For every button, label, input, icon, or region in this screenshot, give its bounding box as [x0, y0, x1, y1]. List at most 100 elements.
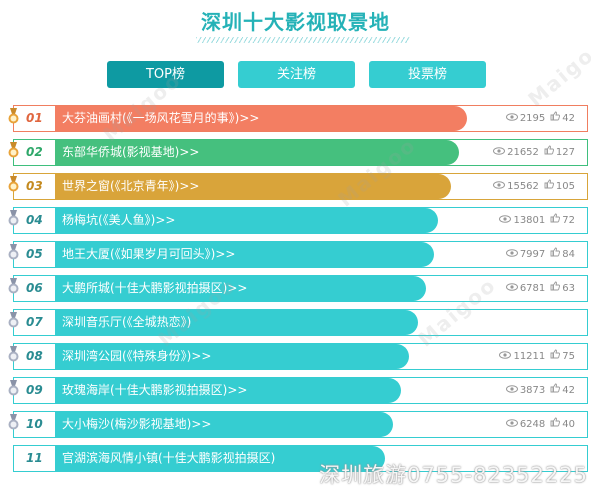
row-stats: 6781 63: [505, 275, 580, 303]
score-bar[interactable]: 东部华侨城(影视基地)>>: [55, 140, 459, 165]
view-count: 3873: [519, 385, 546, 396]
score-bar[interactable]: 深圳音乐厅(《全城热恋》): [55, 310, 418, 335]
score-bar[interactable]: 世界之窗(《北京青年》)>>: [55, 174, 451, 199]
medal-silver-icon: [8, 380, 19, 396]
score-bar[interactable]: 大小梅沙(梅沙影视基地)>>: [55, 412, 393, 437]
view-count: 13801: [513, 215, 546, 226]
ranking-row[interactable]: 04 杨梅坑(《美人鱼》)>> 13801 72: [8, 207, 588, 234]
medal-silver-icon: [8, 312, 19, 328]
place-name-link[interactable]: 深圳音乐厅(《全城热恋》): [62, 315, 192, 329]
place-name-link[interactable]: 深圳湾公园(《特殊身份》)>>: [62, 349, 212, 363]
eye-icon: [499, 207, 512, 234]
ranking-row[interactable]: 07 深圳音乐厅(《全城热恋》): [8, 309, 588, 336]
rank-number: 11: [26, 451, 43, 465]
ranking-row[interactable]: 01 大芬油画村(《一场风花雪月的事》)>> 2195 42: [8, 105, 588, 132]
ranking-row[interactable]: 03 世界之窗(《北京青年》)>> 15562 105: [8, 173, 588, 200]
place-name-link[interactable]: 大鹏所城(十佳大鹏影视拍摄区)>>: [62, 281, 248, 295]
row-stats: 21652 127: [493, 139, 580, 167]
like-count: 72: [562, 215, 575, 226]
like-count: 127: [555, 147, 575, 158]
like-count: 75: [562, 351, 575, 362]
place-name-link[interactable]: 玫瑰海岸(十佳大鹏影视拍摄区)>>: [62, 383, 248, 397]
thumbs-up-icon[interactable]: [544, 173, 554, 200]
like-count: 42: [562, 385, 575, 396]
like-count: 63: [562, 283, 575, 294]
row-stats: 2195 42: [505, 105, 580, 133]
score-bar[interactable]: 杨梅坑(《美人鱼》)>>: [55, 208, 438, 233]
score-bar[interactable]: 大鹏所城(十佳大鹏影视拍摄区)>>: [55, 276, 426, 301]
rank-number: 04: [26, 213, 43, 227]
like-count: 105: [555, 181, 575, 192]
thumbs-up-icon[interactable]: [550, 105, 561, 132]
ranking-row[interactable]: 10 大小梅沙(梅沙影视基地)>> 6248 40: [8, 411, 588, 438]
eye-icon: [499, 343, 512, 370]
rank-number: 03: [26, 179, 43, 193]
rank-number: 08: [26, 349, 43, 363]
place-name-link[interactable]: 官湖滨海风情小镇(十佳大鹏影视拍摄区): [62, 451, 276, 465]
row-stats: 13801 72: [499, 207, 580, 235]
thumbs-up-icon[interactable]: [550, 377, 561, 404]
score-bar[interactable]: 大芬油画村(《一场风花雪月的事》)>>: [55, 106, 467, 131]
rank-number: 10: [26, 417, 43, 431]
place-name-link[interactable]: 东部华侨城(影视基地)>>: [62, 145, 200, 159]
thumbs-up-icon[interactable]: [550, 411, 561, 438]
ranking-row[interactable]: 05 地王大厦(《如果岁月可回头》)>> 7997 84: [8, 241, 588, 268]
ranking-row[interactable]: 06 大鹏所城(十佳大鹏影视拍摄区)>> 6781 63: [8, 275, 588, 302]
view-count: 21652: [507, 147, 539, 158]
score-bar[interactable]: 官湖滨海风情小镇(十佳大鹏影视拍摄区): [55, 446, 385, 471]
place-name-link[interactable]: 杨梅坑(《美人鱼》)>>: [62, 213, 176, 227]
like-count: 40: [562, 419, 575, 430]
score-bar[interactable]: 地王大厦(《如果岁月可回头》)>>: [55, 242, 434, 267]
row-stats: 6248 40: [505, 411, 580, 439]
like-count: 42: [562, 113, 575, 124]
tab-follow[interactable]: 关注榜: [238, 61, 355, 88]
rank-number: 05: [26, 247, 43, 261]
footer-watermark: 深圳旅游0755-82352225: [319, 463, 588, 487]
view-count: 11211: [513, 351, 546, 362]
thumbs-up-icon[interactable]: [544, 139, 554, 166]
row-stats: 3873 42: [505, 377, 580, 405]
place-name-link[interactable]: 大芬油画村(《一场风花雪月的事》)>>: [62, 111, 260, 125]
place-name-link[interactable]: 大小梅沙(梅沙影视基地)>>: [62, 417, 212, 431]
view-count: 6248: [519, 419, 546, 430]
medal-silver-icon: [8, 414, 19, 430]
eye-icon: [493, 173, 506, 200]
eye-icon: [505, 377, 518, 404]
medal-silver-icon: [8, 278, 19, 294]
rank-number: 06: [26, 281, 43, 295]
tab-bar: TOP榜 关注榜 投票榜: [0, 61, 591, 88]
tab-top[interactable]: TOP榜: [107, 61, 224, 88]
ranking-row[interactable]: 02 东部华侨城(影视基地)>> 21652 127: [8, 139, 588, 166]
row-stats: 11211 75: [499, 343, 580, 371]
thumbs-up-icon[interactable]: [550, 241, 561, 268]
page-title: 深圳十大影视取景地: [201, 10, 390, 34]
row-stats: 15562 105: [493, 173, 580, 201]
medal-gold-icon: [8, 108, 19, 124]
eye-icon: [493, 139, 506, 166]
rank-number: 02: [26, 145, 43, 159]
view-count: 6781: [519, 283, 546, 294]
thumbs-up-icon[interactable]: [550, 343, 561, 370]
thumbs-up-icon[interactable]: [550, 207, 561, 234]
tab-vote[interactable]: 投票榜: [369, 61, 486, 88]
ranking-row[interactable]: 11 官湖滨海风情小镇(十佳大鹏影视拍摄区): [8, 445, 588, 472]
thumbs-up-icon[interactable]: [550, 275, 561, 302]
row-stats: 7997 84: [505, 241, 580, 269]
rank-number: 01: [26, 111, 43, 125]
place-name-link[interactable]: 地王大厦(《如果岁月可回头》)>>: [62, 247, 236, 261]
ranking-row[interactable]: 09 玫瑰海岸(十佳大鹏影视拍摄区)>> 3873 42: [8, 377, 588, 404]
medal-silver-icon: [8, 346, 19, 362]
eye-icon: [505, 105, 518, 132]
place-name-link[interactable]: 世界之窗(《北京青年》)>>: [62, 179, 200, 193]
score-bar[interactable]: 深圳湾公园(《特殊身份》)>>: [55, 344, 409, 369]
eye-icon: [505, 241, 518, 268]
title-underline: [196, 37, 410, 43]
view-count: 7997: [519, 249, 546, 260]
rank-number: 07: [26, 315, 43, 329]
medal-gold-icon: [8, 142, 19, 158]
score-bar[interactable]: 玫瑰海岸(十佳大鹏影视拍摄区)>>: [55, 378, 401, 403]
ranking-row[interactable]: 08 深圳湾公园(《特殊身份》)>> 11211 75: [8, 343, 588, 370]
view-count: 15562: [507, 181, 539, 192]
like-count: 84: [562, 249, 575, 260]
